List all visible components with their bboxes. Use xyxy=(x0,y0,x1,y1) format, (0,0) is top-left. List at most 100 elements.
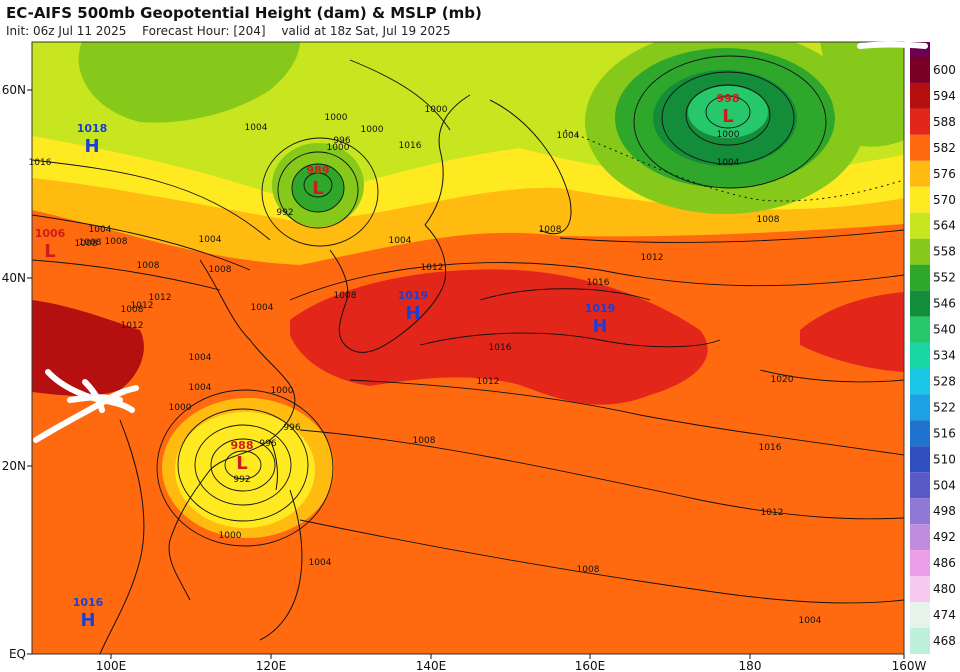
isobar-label: 1008 xyxy=(209,265,232,275)
pressure-letter: H xyxy=(592,316,607,337)
pressure-value: 1019 xyxy=(585,302,616,315)
isobar-labels: 1004 1000 1000 1000 1004 1004 1004 1008 1016 1012… xyxy=(29,105,822,626)
pressure-letter: H xyxy=(84,136,99,157)
isobar-label: 1012 xyxy=(149,293,172,303)
colorbar-label: 522 xyxy=(933,400,956,414)
pressure-value: 1006 xyxy=(35,227,66,240)
valid-time: valid at 18z Sat, Jul 19 2025 xyxy=(281,24,451,38)
aleutian-chain xyxy=(564,129,904,202)
taiwan-coast xyxy=(269,439,278,491)
pressure-value: 989 xyxy=(307,164,330,177)
colorbar-swatch xyxy=(910,108,930,135)
pressure-value: 988 xyxy=(231,439,254,452)
isobar-label: 992 xyxy=(276,208,293,218)
pressure-value: 1019 xyxy=(398,289,429,302)
pressure-value: 1016 xyxy=(73,596,104,609)
sakhalin-coast xyxy=(424,94,471,226)
colorbar: 600 594 588 582 576 570 564 558 552 546 540 534 528 5… xyxy=(910,42,956,654)
colorbar-label: 570 xyxy=(933,193,956,207)
scribble-stroke xyxy=(82,379,105,413)
isobar-label: 1008 xyxy=(413,436,436,446)
lon-label: 160W xyxy=(892,659,927,672)
pressure-letter: L xyxy=(44,241,55,262)
isobars xyxy=(32,55,904,604)
pressure-letter: L xyxy=(312,178,323,199)
colorbar-label: 558 xyxy=(933,245,956,259)
isobar-label: 1012 xyxy=(421,263,444,273)
lon-label: 160E xyxy=(575,659,606,672)
coastlines xyxy=(99,94,904,654)
lon-axis: 100E 120E 140E 160E 180 160W xyxy=(96,654,927,672)
colorbar-swatch xyxy=(910,602,930,629)
indochina-coast xyxy=(99,419,145,654)
isobar-label: 996 xyxy=(283,423,300,433)
isobar-label: 1012 xyxy=(641,253,664,263)
isobar-label: 1008 xyxy=(137,261,160,271)
colorbar-label: 552 xyxy=(933,271,956,285)
isobar-label: 996 xyxy=(259,439,276,449)
scribble-stroke xyxy=(67,394,123,403)
isobar-label: 1000 xyxy=(325,113,348,123)
colorbar-swatch xyxy=(910,186,930,213)
isobar-label: 1008 xyxy=(79,238,102,248)
isobar-label: 996 xyxy=(333,136,350,146)
colorbar-label: 504 xyxy=(933,478,956,492)
isobar-label: 1004 xyxy=(189,353,212,363)
colorbar-swatch xyxy=(910,316,930,343)
forecast-hour: Forecast Hour: [204] xyxy=(142,24,266,38)
colorbar-swatch xyxy=(910,576,930,603)
map-title: EC-AIFS 500mb Geopotential Height (dam) … xyxy=(6,4,482,22)
colorbar-swatch xyxy=(910,134,930,161)
isobar-label: 1016 xyxy=(29,158,52,168)
isobar-label: 1000 xyxy=(425,105,448,115)
colorbar-label: 540 xyxy=(933,323,956,337)
isobar-label: 1004 xyxy=(251,303,274,313)
colorbar-label: 480 xyxy=(933,582,956,596)
colorbar-label: 576 xyxy=(933,167,956,181)
colorbar-label: 594 xyxy=(933,89,956,103)
isobar-label: 1000 xyxy=(361,125,384,135)
colorbar-label: 528 xyxy=(933,374,956,388)
map-subtitle: Init: 06z Jul 11 2025 Forecast Hour: [20… xyxy=(6,24,462,38)
isobar-label: 1008 xyxy=(539,225,562,235)
lat-label: 40N xyxy=(2,271,26,285)
isobar-label: 1004 xyxy=(89,225,112,235)
isobar-label: 1008 xyxy=(757,215,780,225)
isobar-label: 1016 xyxy=(399,141,422,151)
isobar-label: 1012 xyxy=(477,377,500,387)
colorbar-swatch xyxy=(910,446,930,473)
isobar-label: 1004 xyxy=(199,235,222,245)
lat-axis: 60N 40N 20N EQ xyxy=(2,83,32,661)
scribble-stroke xyxy=(857,41,928,49)
colorbar-swatch xyxy=(910,550,930,577)
colorbar-label: 510 xyxy=(933,452,956,466)
colorbar-label: 498 xyxy=(933,504,956,518)
isobar-label: 1012 xyxy=(121,321,144,331)
colorbar-label: 492 xyxy=(933,530,956,544)
pressure-letter: L xyxy=(236,453,247,474)
isobar-label: 1008 xyxy=(121,305,144,315)
isobar-label: 1008 xyxy=(75,239,98,249)
isobar-label: 1008 xyxy=(105,237,128,247)
colorbar-swatch xyxy=(910,524,930,551)
lat-label: 60N xyxy=(2,83,26,97)
colorbar-label: 516 xyxy=(933,426,956,440)
colorbar-label: 600 xyxy=(933,63,956,77)
colorbar-label: 564 xyxy=(933,219,956,233)
isobar-label: 1004 xyxy=(309,558,332,568)
colorbar-label: 468 xyxy=(933,634,956,648)
isobar-label: 1004 xyxy=(245,123,268,133)
colorbar-label: 588 xyxy=(933,115,956,129)
colorbar-label: 582 xyxy=(933,141,956,155)
colorbar-swatch xyxy=(910,212,930,239)
pressure-value: 998 xyxy=(717,92,740,105)
colorbar-swatch xyxy=(910,57,930,83)
colorbar-swatch xyxy=(910,290,930,317)
lon-label: 180 xyxy=(739,659,762,672)
isobar-label: 1004 xyxy=(389,236,412,246)
